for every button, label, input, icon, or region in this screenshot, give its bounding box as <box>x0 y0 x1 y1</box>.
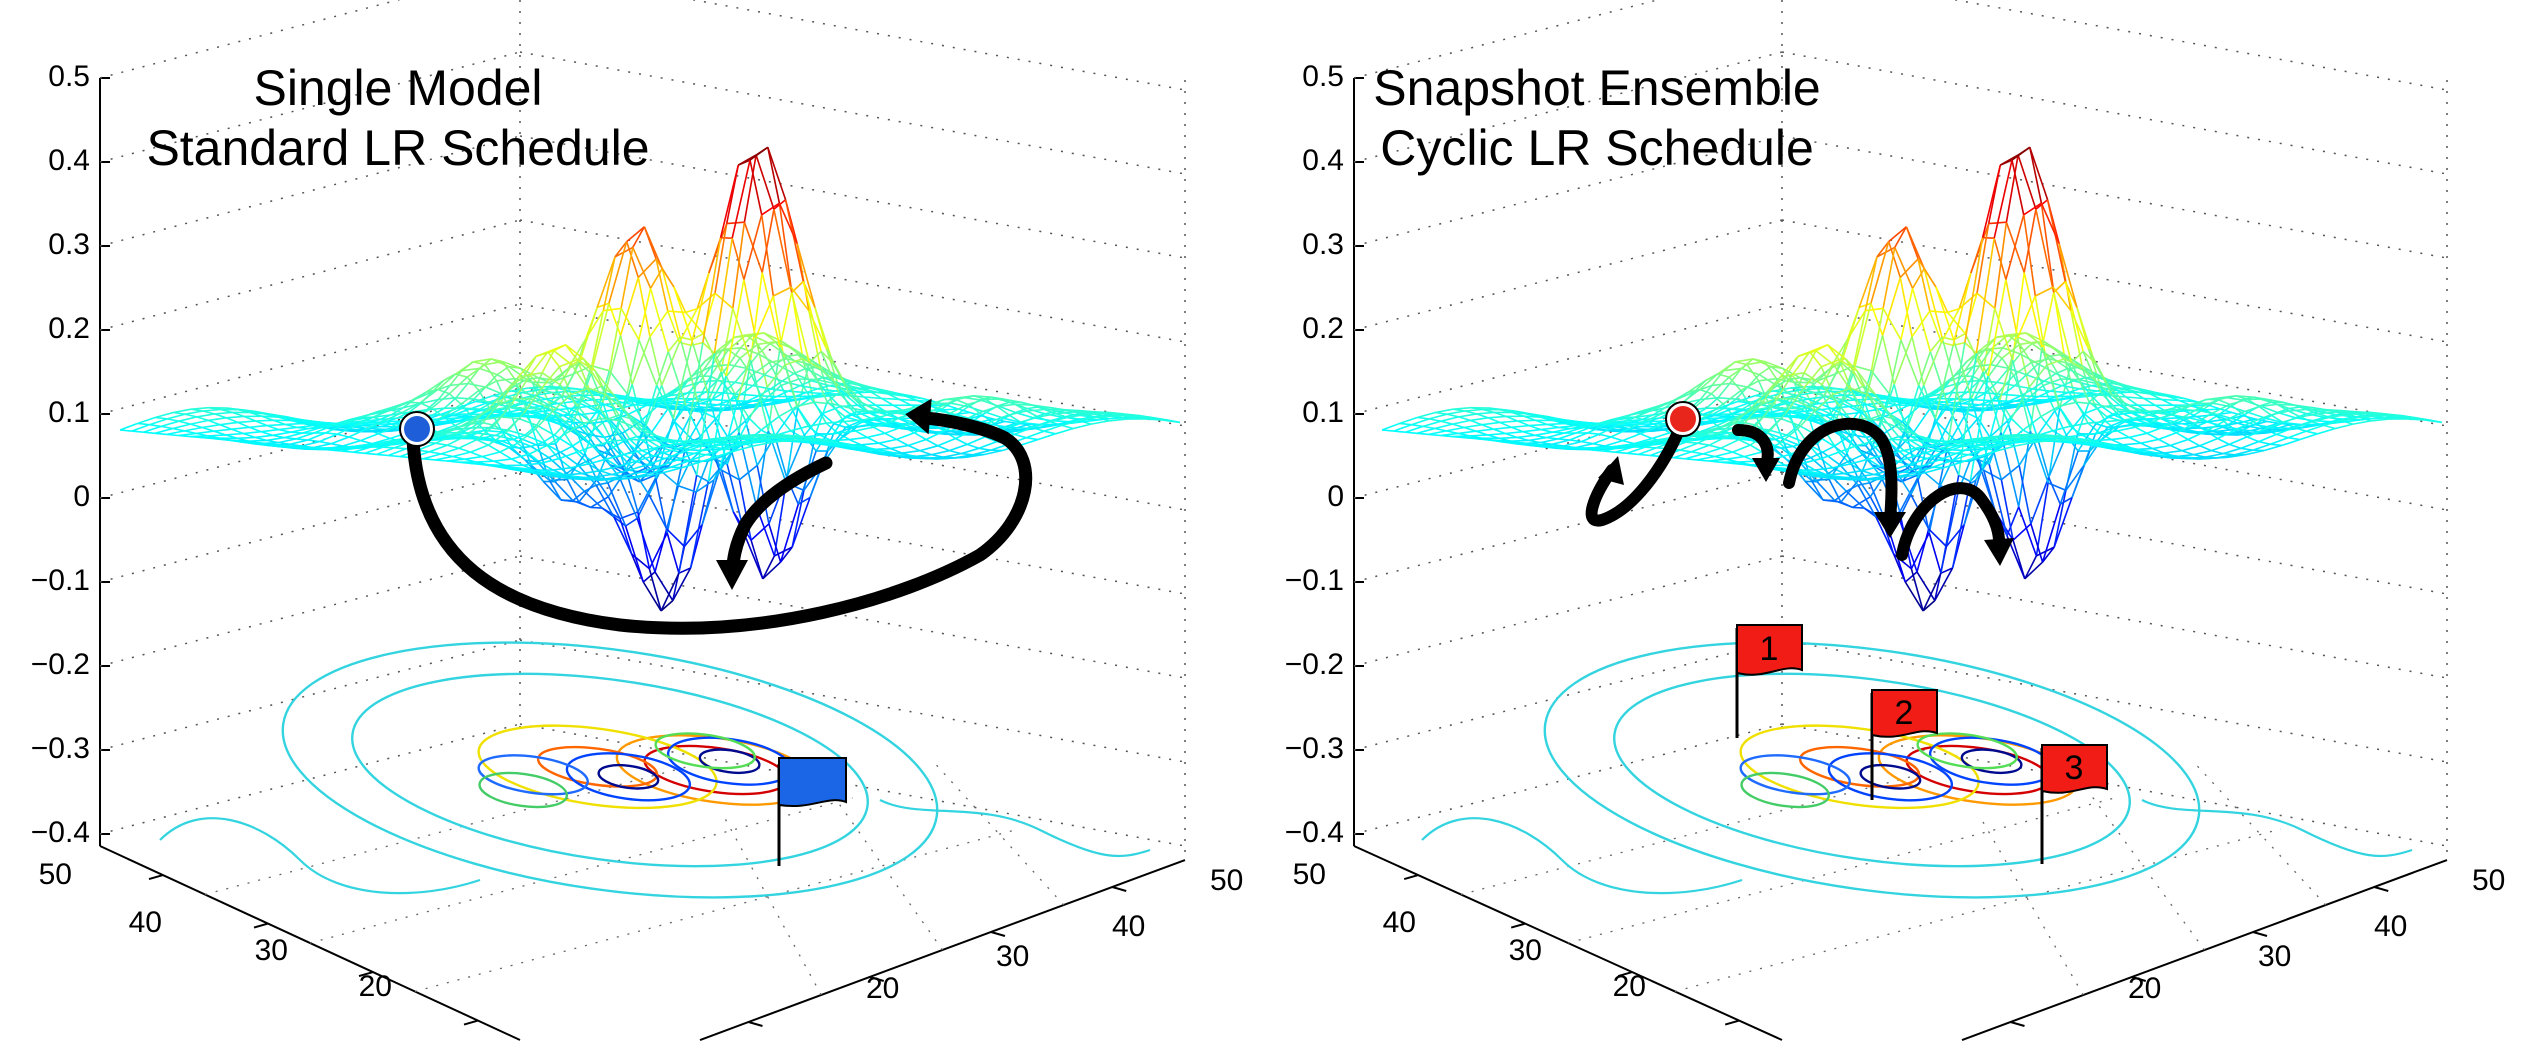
z-tick-label: 0 <box>73 480 90 513</box>
x-tick-label: 20 <box>2128 972 2161 1005</box>
y-axis: 50 40 30 20 <box>39 858 392 1003</box>
title-line-1: Snapshot Ensemble <box>1373 60 1821 116</box>
flag-label: 1 <box>1760 630 1779 668</box>
arrowhead-icon <box>716 560 748 590</box>
axis-box <box>99 0 1186 1041</box>
x-tick-label: 50 <box>1210 864 1243 897</box>
title-line-1: Single Model <box>253 60 543 116</box>
flag-label: 2 <box>1895 694 1914 732</box>
z-tick-label: −0.3 <box>31 732 90 765</box>
x-tick-label: 40 <box>2374 910 2407 943</box>
z-tick-label: −0.2 <box>31 648 90 681</box>
snapshot-flag-3-icon: 3 <box>2040 744 2108 864</box>
snapshot-ensemble-plot: 0.5 0.4 0.3 0.2 0.1 0 −0.1 −0.2 −0.3 −0.… <box>1285 0 2505 1041</box>
arrowhead-icon <box>905 398 932 435</box>
title-line-2: Cyclic LR Schedule <box>1380 120 1814 176</box>
flag-label: 3 <box>2065 749 2084 787</box>
contour-plot <box>1421 641 2413 899</box>
x-tick-label: 40 <box>1112 910 1145 943</box>
y-axis: 50 40 30 20 <box>1293 858 1646 1003</box>
x-tick-label: 30 <box>996 940 1029 973</box>
z-tick-label: −0.2 <box>1285 648 1344 681</box>
arrowhead-icon <box>1752 458 1780 482</box>
single-trajectory <box>399 398 1033 866</box>
z-tick-label: 0.4 <box>48 144 90 177</box>
y-tick-label: 30 <box>255 934 288 967</box>
z-tick-label: −0.4 <box>1285 816 1344 849</box>
start-point-blue-dot <box>404 416 430 442</box>
z-tick-label: 0.3 <box>48 228 90 261</box>
z-axis: 0.5 0.4 0.3 0.2 0.1 0 −0.1 −0.2 −0.3 −0.… <box>31 60 90 849</box>
single-model-plot: 0.5 0.4 0.3 0.2 0.1 0 −0.1 −0.2 −0.3 −0.… <box>31 0 1243 1041</box>
y-tick-label: 20 <box>359 970 392 1003</box>
y-tick-label: 20 <box>1613 970 1646 1003</box>
z-tick-label: −0.4 <box>31 816 90 849</box>
loss-surface-mesh <box>119 146 1181 612</box>
y-tick-label: 50 <box>1293 858 1326 891</box>
x-tick-label: 30 <box>2258 940 2291 973</box>
title-line-2: Standard LR Schedule <box>146 120 650 176</box>
z-tick-label: 0.5 <box>48 60 90 93</box>
x-axis: 50 40 30 20 <box>866 864 1243 1005</box>
y-tick-label: 30 <box>1509 934 1542 967</box>
snapshot-flag-1-icon: 1 <box>1735 624 1803 738</box>
axis-box <box>1353 0 2448 1041</box>
z-tick-label: 0.5 <box>1302 60 1344 93</box>
y-tick-label: 40 <box>1383 906 1416 939</box>
z-tick-label: −0.1 <box>1285 564 1344 597</box>
arrowhead-icon <box>1984 538 2014 566</box>
contour-plot <box>159 641 1151 899</box>
arrowhead-icon <box>1598 456 1624 485</box>
y-tick-label: 50 <box>39 858 72 891</box>
cyclic-trajectory: 1 2 3 <box>1585 401 2108 864</box>
x-tick-label: 20 <box>866 972 899 1005</box>
z-tick-label: −0.1 <box>31 564 90 597</box>
z-tick-label: 0.4 <box>1302 144 1344 177</box>
z-tick-label: 0.1 <box>1302 396 1344 429</box>
loss-surface-mesh <box>1381 146 2443 612</box>
y-tick-label: 40 <box>129 906 162 939</box>
z-tick-label: −0.3 <box>1285 732 1344 765</box>
z-axis: 0.5 0.4 0.3 0.2 0.1 0 −0.1 −0.2 −0.3 −0.… <box>1285 60 1344 849</box>
panel-title: Single Model Standard LR Schedule <box>128 58 668 178</box>
z-tick-label: 0.2 <box>1302 312 1344 345</box>
minimum-flag-icon <box>777 757 847 866</box>
panel-title: Snapshot Ensemble Cyclic LR Schedule <box>1372 58 1822 178</box>
snapshot-flag-2-icon: 2 <box>1870 689 1938 800</box>
x-axis: 50 40 30 20 <box>2128 864 2505 1005</box>
z-tick-label: 0.1 <box>48 396 90 429</box>
z-tick-label: 0.3 <box>1302 228 1344 261</box>
z-tick-label: 0 <box>1327 480 1344 513</box>
snapshot-ensemble-panel: 0.5 0.4 0.3 0.2 0.1 0 −0.1 −0.2 −0.3 −0.… <box>1262 0 2523 1048</box>
single-model-panel: 0.5 0.4 0.3 0.2 0.1 0 −0.1 −0.2 −0.3 −0.… <box>0 0 1261 1048</box>
arrowhead-icon <box>1874 512 1906 538</box>
x-tick-label: 50 <box>2472 864 2505 897</box>
start-point-red-dot <box>1670 406 1696 432</box>
z-tick-label: 0.2 <box>48 312 90 345</box>
